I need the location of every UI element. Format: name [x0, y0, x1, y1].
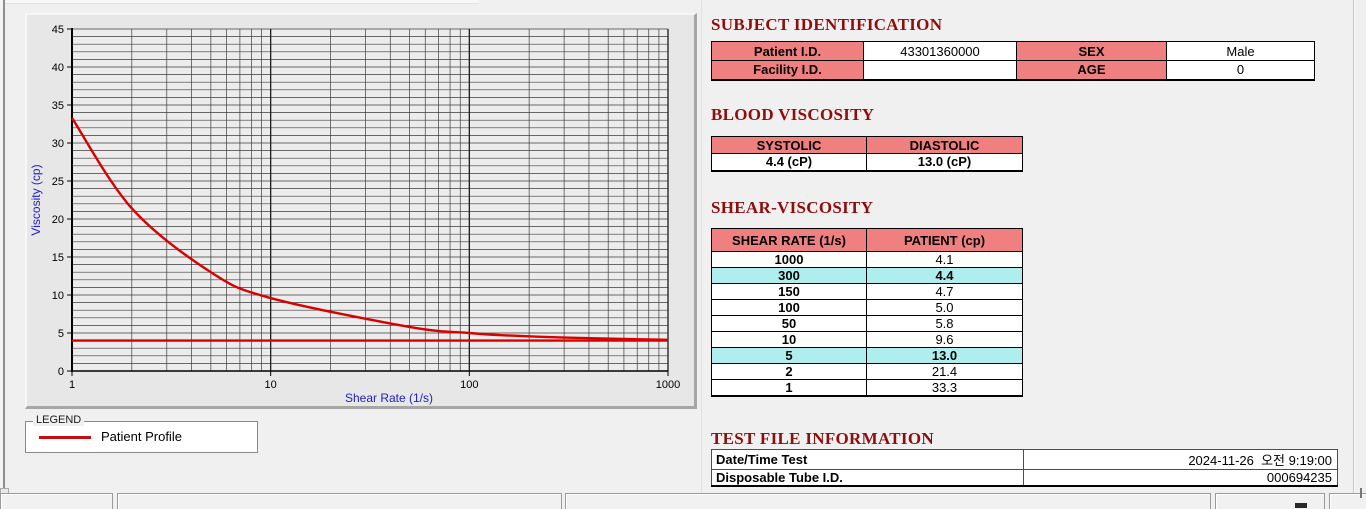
x-tick-label: 1000 — [656, 379, 680, 391]
table-row: 5 13.0 — [711, 347, 1023, 364]
table-row: 1 33.3 — [711, 379, 1023, 397]
x-tick-label: 1 — [69, 379, 75, 391]
x-axis-title: Shear Rate (1/s) — [345, 391, 433, 405]
table-row: 50 5.8 — [711, 315, 1023, 332]
shear-rate-cell: 5 — [711, 347, 867, 364]
blood-viscosity-table: SYSTOLIC DIASTOLIC 4.4 (cP) 13.0 (cP) — [711, 136, 1023, 172]
bottom-right-tick — [1360, 488, 1362, 498]
date-time-test-label: Date/Time Test — [711, 449, 1024, 470]
bottom-panel-segment-5[interactable] — [1329, 493, 1366, 509]
subject-identification-table: Patient I.D. 43301360000 SEX Male Facili… — [711, 41, 1315, 81]
bottom-panel-segment-3[interactable] — [565, 493, 1211, 509]
shear-rate-cell: 300 — [711, 267, 867, 284]
y-tick-label: 15 — [52, 252, 64, 264]
shear-rate-cell: 1000 — [711, 251, 867, 268]
systolic-header: SYSTOLIC — [711, 136, 867, 154]
table-row: SYSTOLIC DIASTOLIC — [711, 136, 1023, 154]
legend-line-sample — [39, 436, 91, 439]
shear-rate-cell: 1 — [711, 379, 867, 397]
date-time-test-value: 2024-11-26 오전 9:19:00 — [1023, 449, 1338, 470]
y-tick-label: 20 — [52, 214, 64, 226]
x-tick-label: 100 — [460, 379, 478, 391]
patient-cp-cell: 9.6 — [866, 331, 1023, 348]
disposable-tube-id-value: 000694235 — [1023, 469, 1338, 487]
table-header-row: SHEAR RATE (1/s) PATIENT (cp) — [711, 228, 1023, 252]
patient-cp-header: PATIENT (cp) — [866, 228, 1023, 252]
table-row: Date/Time Test 2024-11-26 오전 9:19:00 — [711, 449, 1338, 470]
window-left-border — [3, 0, 5, 508]
shear-rate-cell: 150 — [711, 283, 867, 300]
patient-cp-cell: 5.0 — [866, 299, 1023, 316]
y-tick-label: 35 — [52, 100, 64, 112]
bottom-panel-segment-2[interactable] — [117, 493, 562, 509]
shear-rate-cell: 50 — [711, 315, 867, 332]
section-title-blood-viscosity: BLOOD VISCOSITY — [711, 105, 875, 124]
diastolic-header: DIASTOLIC — [866, 136, 1023, 154]
table-row: 4.4 (cP) 13.0 (cP) — [711, 153, 1023, 171]
section-title-subject-identification: SUBJECT IDENTIFICATION — [711, 15, 943, 34]
patient-cp-cell: 4.7 — [866, 283, 1023, 300]
patient-id-value: 43301360000 — [863, 41, 1017, 61]
patient-profile-curve — [70, 117, 669, 342]
y-axis-title: Viscosity (cp) — [29, 164, 43, 235]
patient-cp-cell: 4.1 — [866, 251, 1023, 268]
shear-rate-header: SHEAR RATE (1/s) — [711, 228, 867, 252]
shear-rate-cell: 100 — [711, 299, 867, 316]
sex-label: SEX — [1016, 41, 1167, 61]
table-row: 2 21.4 — [711, 363, 1023, 380]
table-row: 1000 4.1 — [711, 251, 1023, 268]
patient-cp-cell: 21.4 — [866, 363, 1023, 380]
test-file-information-table: Date/Time Test 2024-11-26 오전 9:19:00 Dis… — [711, 449, 1338, 487]
chart-panel: 0 5 10 15 20 25 30 35 40 45 1 10 100 1000 Shear Rate (… — [25, 13, 697, 409]
cutoff-text-fragment — [1295, 503, 1307, 508]
right-divider-groove — [1353, 0, 1354, 508]
y-tick-label: 0 — [58, 366, 64, 378]
table-row: 10 9.6 — [711, 331, 1023, 348]
legend-box: LEGEND Patient Profile — [25, 414, 258, 453]
section-title-shear-viscosity: SHEAR-VISCOSITY — [711, 198, 874, 217]
facility-id-value — [863, 60, 1017, 80]
table-row: Facility I.D. AGE 0 — [711, 60, 1315, 80]
window-left-highlight — [0, 0, 3, 508]
plot-area — [72, 29, 668, 371]
y-tick-label: 10 — [52, 290, 64, 302]
table-row: 300 4.4 — [711, 267, 1023, 284]
shear-viscosity-table: SHEAR RATE (1/s) PATIENT (cp) 1000 4.1 300… — [711, 228, 1023, 397]
patient-cp-cell: 13.0 — [866, 347, 1023, 364]
y-tick-label: 5 — [58, 328, 64, 340]
shear-rate-cell: 10 — [711, 331, 867, 348]
facility-id-label: Facility I.D. — [711, 60, 864, 80]
shear-viscosity-chart: 0 5 10 15 20 25 30 35 40 45 1 10 100 1000 Shear Rate (… — [29, 24, 680, 405]
bottom-panel-segment-4[interactable] — [1215, 493, 1325, 509]
table-row: Patient I.D. 43301360000 SEX Male — [711, 41, 1315, 61]
sex-value: Male — [1166, 41, 1315, 61]
table-row: Disposable Tube I.D. 000694235 — [711, 469, 1338, 487]
y-tick-label: 40 — [52, 62, 64, 74]
systolic-value: 4.4 (cP) — [711, 153, 867, 171]
window-top-band — [5, 0, 479, 4]
y-tick-label: 30 — [52, 138, 64, 150]
diastolic-value: 13.0 (cP) — [866, 153, 1023, 171]
table-row: 150 4.7 — [711, 283, 1023, 300]
patient-cp-cell: 5.8 — [866, 315, 1023, 332]
x-tick-label: 10 — [265, 379, 277, 391]
shear-viscosity-body: 1000 4.1 300 4.4 150 4.7 100 5.0 50 5.8 10 9.6 5 13.0… — [711, 251, 1023, 397]
disposable-tube-id-label: Disposable Tube I.D. — [711, 469, 1024, 487]
shear-rate-cell: 2 — [711, 363, 867, 380]
y-tick-label: 25 — [52, 176, 64, 188]
patient-cp-cell: 33.3 — [866, 379, 1023, 397]
right-divider-highlight — [1354, 0, 1355, 508]
table-row: 100 5.0 — [711, 299, 1023, 316]
patient-id-label: Patient I.D. — [711, 41, 864, 61]
legend-title: LEGEND — [33, 414, 85, 426]
legend-entry-label: Patient Profile — [101, 429, 182, 444]
panel-divider-groove — [701, 0, 702, 508]
section-title-test-file-information: TEST FILE INFORMATION — [711, 429, 934, 448]
patient-cp-cell: 4.4 — [866, 267, 1023, 284]
age-label: AGE — [1016, 60, 1167, 80]
age-value: 0 — [1166, 60, 1315, 80]
y-tick-label: 45 — [52, 24, 64, 36]
bottom-panel-segment-1[interactable] — [0, 493, 113, 509]
